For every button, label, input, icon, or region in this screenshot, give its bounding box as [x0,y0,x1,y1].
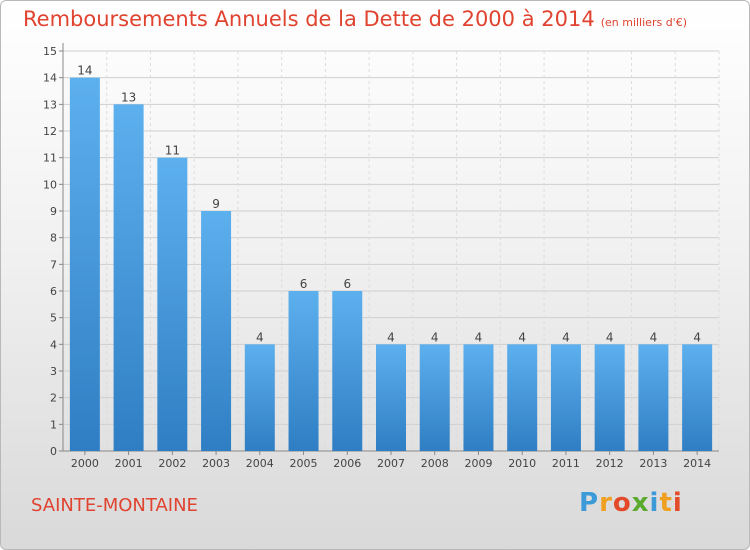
bar [463,344,494,451]
x-tick-label: 2012 [596,457,624,470]
logo-letter: i [649,488,660,518]
y-tick-label: 8 [50,232,57,245]
logo-letter: x [631,488,650,518]
x-tick-label: 2005 [290,457,318,470]
bar [550,344,581,451]
x-tick-label: 2007 [377,457,405,470]
logo-letter: i [672,488,683,518]
chart-title: Remboursements Annuels de la Dette de 20… [23,7,687,31]
data-label: 4 [256,330,264,344]
y-tick-label: 5 [50,312,57,325]
logo-letter: r [599,488,613,518]
x-tick-label: 2000 [71,457,99,470]
bar [594,344,625,451]
y-tick-label: 10 [43,178,57,191]
data-label: 6 [343,277,351,291]
x-tick-label: 2011 [552,457,580,470]
data-label: 4 [606,330,614,344]
y-tick-label: 9 [50,205,57,218]
logo-letter: t [659,488,673,518]
x-tick-label: 2001 [115,457,143,470]
x-tick-label: 2008 [421,457,449,470]
data-label: 13 [121,90,136,104]
data-label: 11 [165,144,180,158]
y-tick-label: 13 [43,98,57,111]
x-tick-label: 2006 [333,457,361,470]
logo-letter: P [579,488,600,518]
y-tick-label: 6 [50,285,57,298]
y-tick-label: 11 [43,152,57,165]
bar [419,344,450,451]
y-tick-label: 15 [43,45,57,58]
bar [332,291,363,451]
logo-letter: o [612,488,632,518]
bar [201,211,232,451]
data-label: 4 [650,330,658,344]
data-label: 14 [77,64,92,78]
y-tick-label: 2 [50,392,57,405]
y-tick-label: 7 [50,258,57,271]
bar [288,291,319,451]
x-tick-label: 2013 [639,457,667,470]
bar [638,344,669,451]
y-tick-label: 0 [50,445,57,458]
chart-unit-note: (en milliers d'€) [600,16,687,29]
x-tick-label: 2002 [158,457,186,470]
bar [113,104,144,451]
y-tick-label: 4 [50,338,57,351]
data-label: 4 [562,330,570,344]
commune-name: SAINTE-MONTAINE [31,495,198,516]
x-tick-label: 2010 [508,457,536,470]
y-tick-label: 12 [43,125,57,138]
bar [507,344,538,451]
bar [682,344,713,451]
data-label: 9 [212,197,220,211]
bar [157,157,188,451]
data-label: 4 [475,330,483,344]
bar [244,344,275,451]
y-tick-label: 1 [50,418,57,431]
data-label: 4 [431,330,439,344]
x-tick-label: 2004 [246,457,274,470]
x-tick-label: 2003 [202,457,230,470]
data-label: 4 [693,330,701,344]
proxiti-logo: Proxiti [579,488,683,518]
x-tick-label: 2009 [464,457,492,470]
x-tick-label: 2014 [683,457,711,470]
bar [69,77,100,452]
data-label: 4 [518,330,526,344]
data-label: 6 [300,277,308,291]
y-tick-label: 3 [50,365,57,378]
bar [376,344,406,451]
y-tick-label: 14 [43,72,57,85]
data-label: 4 [387,330,395,344]
chart-title-text: Remboursements Annuels de la Dette de 20… [23,7,595,31]
